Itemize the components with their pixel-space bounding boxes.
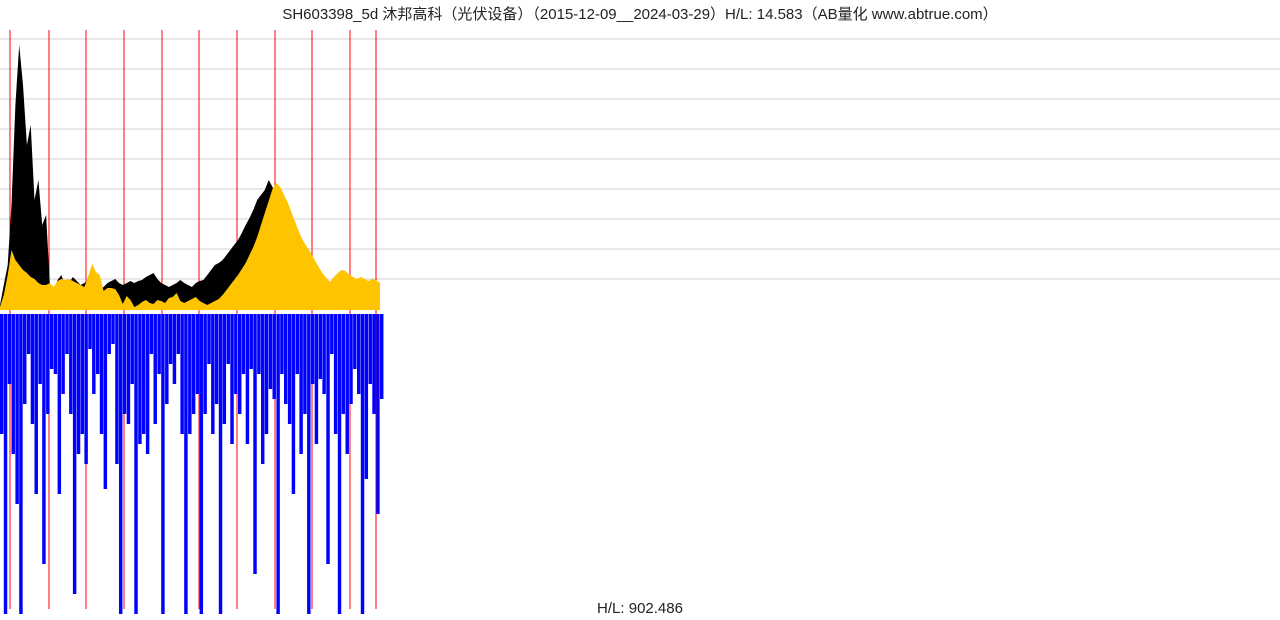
chart-area xyxy=(0,25,1280,614)
chart-title: SH603398_5d 沐邦高科（光伏设备）（2015-12-09__2024-… xyxy=(0,0,1280,24)
chart-svg xyxy=(0,25,1280,614)
chart-footer: H/L: 902.486 xyxy=(0,600,1280,617)
